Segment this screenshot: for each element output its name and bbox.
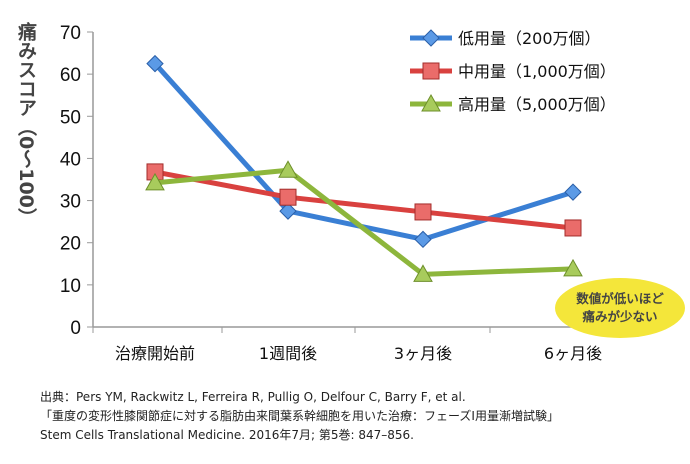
- y-tick-label: 60: [60, 65, 81, 86]
- legend-label: 中用量（1,000万個）: [458, 62, 616, 81]
- data-point-diamond: [279, 202, 297, 220]
- y-tick-label: 70: [60, 23, 81, 44]
- y-tick-label: 10: [60, 276, 81, 297]
- annotation-bubble: 数値が低いほど 痛みが少ない: [555, 278, 685, 338]
- source-citation: 出典：Pers YM, Rackwitz L, Ferreira R, Pull…: [40, 388, 559, 445]
- x-tick-label: 6ヶ月後: [544, 344, 602, 363]
- data-point-triangle: [563, 258, 583, 277]
- source-line-2: 「重度の変形性膝関節症に対する脂肪由来間葉系幹細胞を用いた治療：フェーズI用量漸…: [40, 409, 559, 423]
- series-line-0: [153, 61, 574, 242]
- y-tick-label: 20: [60, 234, 81, 255]
- legend-marker-triangle: [421, 93, 441, 112]
- y-tick-label: 40: [60, 149, 81, 170]
- x-tick-label: 3ヶ月後: [394, 344, 452, 363]
- line-chart: 0 10 20 30 40 50 60 70 治療開始前 1週間後 3ヶ月後 6ヶ月後 低用量（200万…: [60, 23, 651, 363]
- data-point-diamond: [564, 183, 582, 201]
- annotation-line-1: 数値が低いほど: [576, 291, 664, 306]
- data-point-triangle: [278, 160, 298, 178]
- data-point-square: [414, 203, 432, 221]
- legend-label: 高用量（5,000万個）: [458, 95, 616, 114]
- y-axis-label: 痛みスコア（0〜100）: [15, 22, 37, 227]
- data-point-diamond: [146, 54, 164, 73]
- data-point-triangle: [145, 172, 165, 191]
- series-line-2: [154, 167, 574, 277]
- legend-marker-diamond: [422, 29, 440, 47]
- data-point-diamond: [414, 230, 432, 249]
- legend-label: 低用量（200万個）: [458, 29, 601, 48]
- source-line-3: Stem Cells Translational Medicine. 2016年…: [40, 428, 414, 442]
- y-tick-label: 0: [70, 318, 81, 339]
- source-line-1: 出典：Pers YM, Rackwitz L, Ferreira R, Pull…: [40, 390, 466, 404]
- x-tick-label: 治療開始前: [115, 344, 195, 363]
- annotation-line-2: 痛みが少ない: [582, 309, 658, 324]
- series-line-1: [154, 169, 574, 231]
- data-point-triangle: [413, 264, 433, 282]
- y-tick-label: 30: [60, 192, 81, 213]
- data-point-square: [564, 219, 582, 237]
- data-point-square: [279, 188, 297, 206]
- x-tick-label: 1週間後: [259, 344, 317, 363]
- y-tick-label: 50: [60, 107, 81, 128]
- legend-marker-square: [422, 62, 440, 80]
